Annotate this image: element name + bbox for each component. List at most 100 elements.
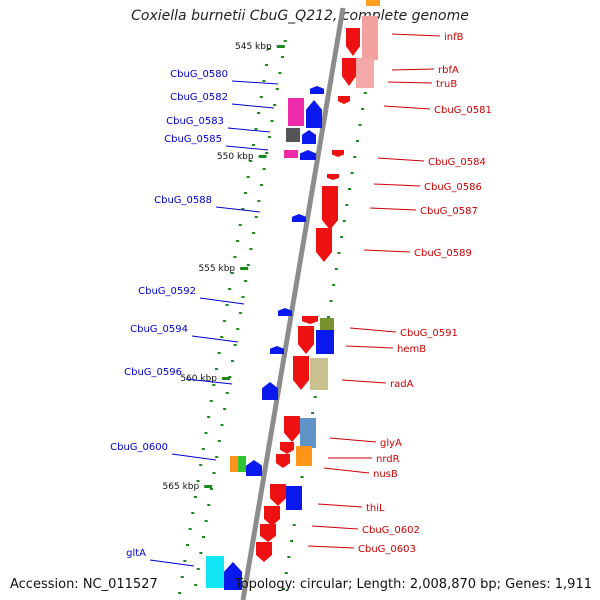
tick-mark-outer [236,328,240,330]
reverse-gene-label: gltA [126,548,146,559]
forward-gene-label: CbuG_0591 [400,328,458,339]
forward-gene-arrow [298,326,314,354]
tick-mark-outer [254,216,258,218]
tick-mark-outer [209,400,213,402]
tick-mark-outer [252,232,256,234]
reverse-gene-leader [149,559,195,567]
forward-gene-label: thiL [366,503,385,514]
tick-mark-inner [342,220,346,222]
tick-mark-outer [178,592,182,594]
scale-tick-label: 555 kbp [198,264,235,274]
tick-mark-inner [332,284,336,286]
tick-mark-outer [236,240,240,242]
tick-mark-inner [355,140,359,142]
forward-gene-arrow [327,174,339,180]
tick-mark-outer [220,424,224,426]
tick-mark-outer [202,536,206,538]
forward-gene-leader [391,33,441,37]
tick-mark-inner [329,300,333,302]
forward-gene-leader [373,183,421,187]
tick-mark-outer [281,56,285,58]
forward-gene-arrow [332,150,344,157]
tick-mark-outer [267,48,271,50]
reverse-gene-leader [199,297,245,305]
forward-gene-leader [341,379,387,384]
forward-gene-label: truB [436,79,457,90]
scale-tick [258,155,267,158]
tick-mark-inner [345,204,349,206]
tick-mark-outer [273,104,277,106]
tick-mark-outer [217,352,221,354]
scale-tick-label: 545 kbp [235,42,272,52]
tick-mark-outer [215,456,219,458]
forward-gene-label: CbuG_0584 [428,157,486,168]
tick-mark-inner [313,396,317,398]
forward-gene-arrow [284,416,300,442]
reverse-gene-arrow [278,308,292,316]
reverse-gene-label: CbuG_0600 [110,442,168,453]
forward-gene-arrow [260,524,276,542]
tick-mark-outer [265,152,269,154]
feature-box [316,330,334,354]
feature-box [206,556,224,588]
tick-mark-inner [337,252,341,254]
forward-gene-arrow [338,96,350,104]
reverse-gene-leader [225,145,269,151]
forward-gene-arrow [280,442,294,454]
reverse-gene-arrow [302,130,316,144]
scale-tick [222,377,231,380]
tick-mark-outer [199,552,203,554]
reverse-gene-arrow [270,346,284,354]
tick-mark-inner [350,172,354,174]
feature-box [296,446,312,466]
reverse-gene-leader [227,127,271,133]
forward-gene-arrow [316,228,332,262]
tick-mark-outer [270,120,274,122]
forward-gene-arrow [302,316,318,324]
tick-mark-outer [204,520,208,522]
forward-gene-label: infB [444,32,464,43]
tick-mark-inner [353,156,357,158]
tick-mark-outer [186,544,190,546]
tick-mark-outer [241,208,245,210]
reverse-gene-label: CbuG_0588 [154,195,212,206]
forward-gene-leader [383,105,431,110]
tick-mark-outer [193,496,197,498]
tick-mark-outer [257,112,261,114]
feature-box [356,58,374,88]
reverse-gene-leader [191,335,239,343]
forward-gene-label: CbuG_0589 [414,248,472,259]
forward-gene-arrow [264,506,280,526]
feature-box [286,128,300,142]
reverse-gene-arrow [262,382,278,400]
forward-gene-leader [345,345,394,349]
reverse-gene-label: CbuG_0592 [138,286,196,297]
tick-mark-outer [225,392,229,394]
forward-gene-label: glyA [380,438,402,449]
feature-box [284,150,298,158]
tick-mark-outer [233,344,237,346]
tick-mark-outer [278,72,282,74]
tick-mark-inner [363,92,367,94]
tick-mark-inner [361,108,365,110]
tick-mark-inner [287,556,291,558]
tick-mark-outer [191,512,195,514]
reverse-gene-arrow [224,562,242,590]
tick-mark-inner [326,316,330,318]
tick-mark-outer [241,296,245,298]
tick-mark-inner [282,588,286,590]
reverse-gene-label: CbuG_0583 [166,116,224,127]
tick-mark-inner [290,540,294,542]
tick-mark-outer [183,560,187,562]
forward-gene-leader [329,437,377,443]
tick-mark-outer [223,408,227,410]
forward-gene-label: rbfA [438,65,459,76]
forward-gene-label: CbuG_0581 [434,105,492,116]
feature-box [300,418,316,448]
tick-mark-outer [233,256,237,258]
forward-gene-leader [323,467,370,474]
tick-mark-inner [300,476,304,478]
reverse-gene-leader [215,206,261,213]
forward-gene-leader [363,249,411,253]
